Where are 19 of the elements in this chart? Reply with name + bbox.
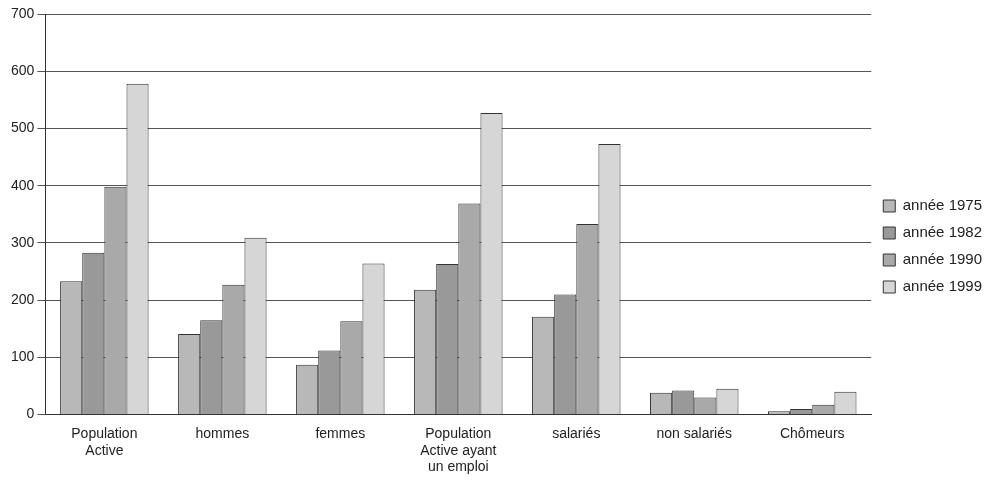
x-tick-label: non salariés — [656, 424, 733, 441]
x-tick-label: hommes — [195, 424, 250, 441]
y-tick-label: 500 — [11, 119, 35, 136]
x-tick-label: salariés — [552, 424, 601, 441]
x-tick-label: femmes — [315, 424, 366, 441]
y-tick-label: 600 — [11, 62, 35, 79]
y-tick-label: 300 — [11, 233, 35, 250]
x-tick-label: Chômeurs — [779, 424, 845, 441]
y-tick-label: 700 — [11, 4, 35, 21]
y-tick-label: 400 — [11, 176, 35, 193]
y-tick-label: 0 — [26, 405, 35, 422]
legend-label: année 1975 — [902, 196, 982, 214]
legend-label: année 1990 — [902, 250, 982, 268]
legend-label: année 1982 — [902, 223, 982, 241]
legend-label: année 1999 — [902, 277, 982, 295]
x-tick-label: Population Active ayant un emploi — [420, 424, 497, 475]
y-tick-label: 100 — [11, 348, 35, 365]
x-tick-label: Population Active — [71, 424, 138, 458]
y-tick-label: 200 — [11, 291, 35, 307]
